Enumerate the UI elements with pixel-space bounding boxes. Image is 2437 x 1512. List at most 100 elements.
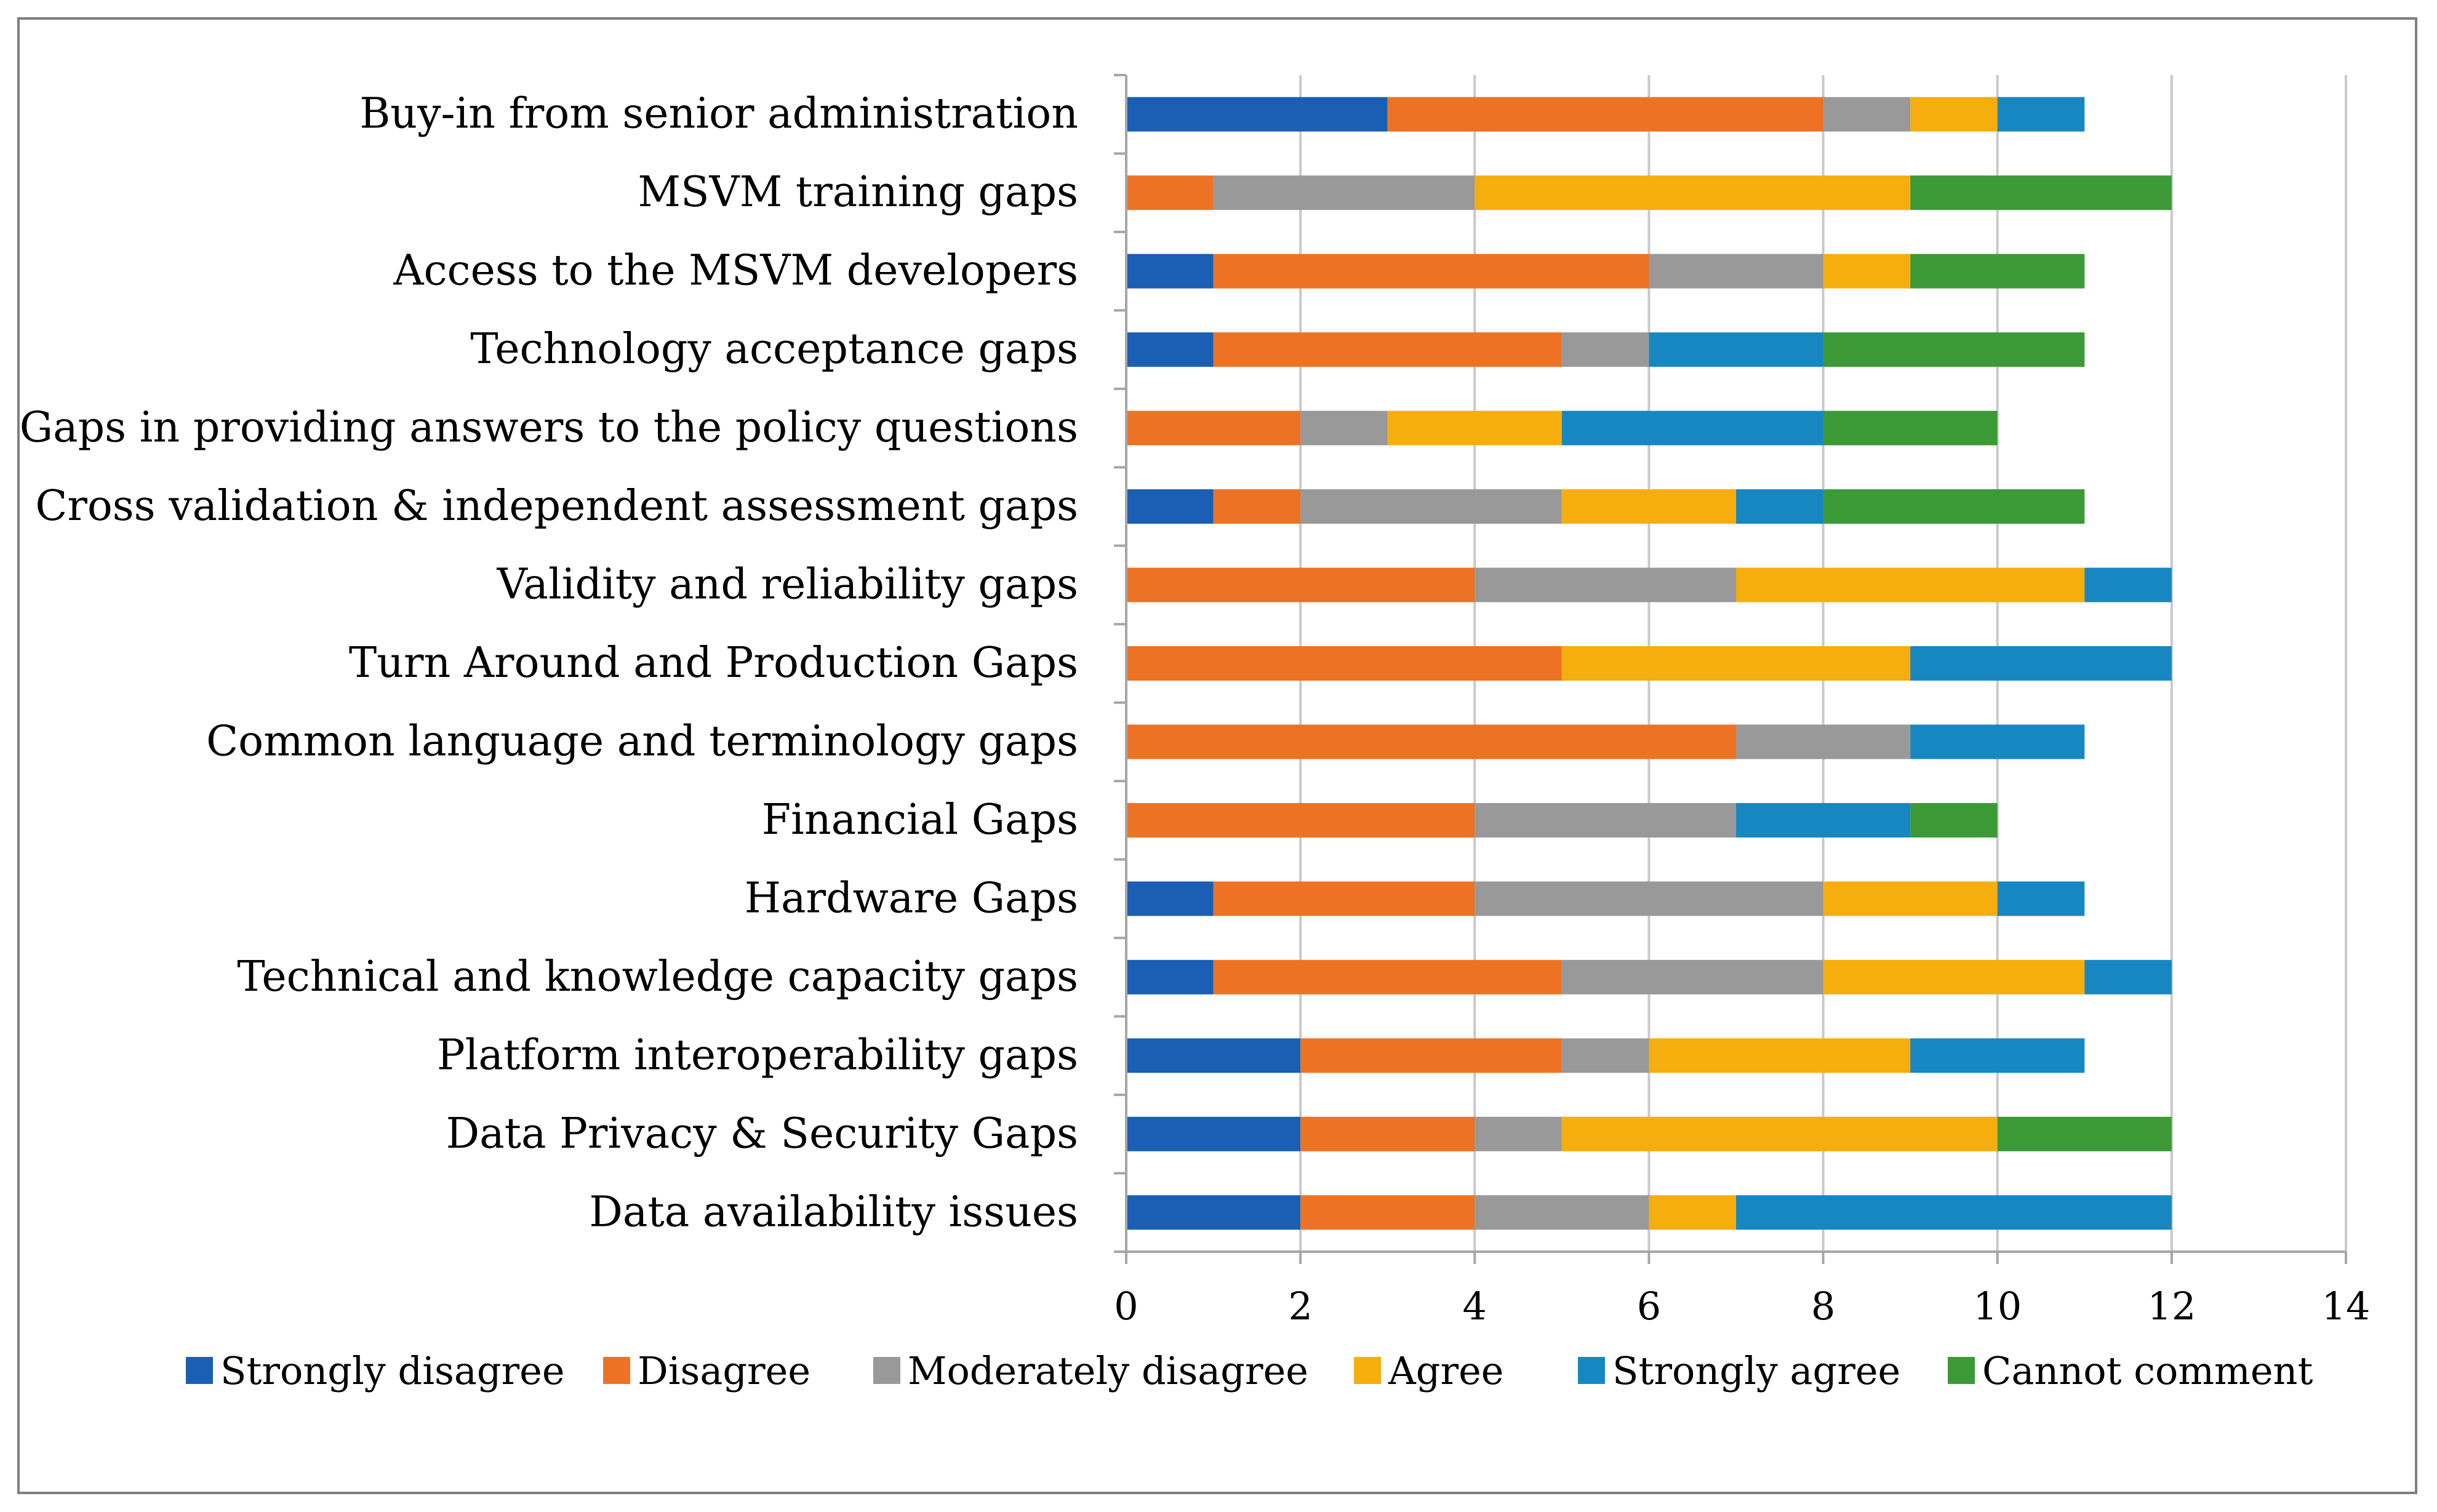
x-tick-labels: 0 2 4 6 8 10 12 14 [1114, 1284, 2370, 1329]
legend-item-disagree: Disagree [603, 1348, 810, 1393]
category-label-technology-acceptance-gaps: Technology acceptance gaps [470, 325, 1078, 374]
bar-cross-validation-and-independent-assessment-gaps-cannot-comment [1823, 489, 2085, 524]
bar-access-to-the-msvm-developers-strongly-disagree [1126, 254, 1214, 289]
bar-gaps-in-providing-answers-to-the-policy-questions-cannot-comment [1823, 410, 1998, 446]
bar-turn-around-and-production-gaps-agree [1561, 646, 1911, 681]
bar-data-privacy-and-security-gaps-disagree [1300, 1116, 1475, 1151]
category-label-cross-validation-and-independent-assessment-gaps: Cross validation & independent assessmen… [35, 482, 1078, 530]
x-tick-label-10: 10 [1973, 1284, 2022, 1329]
legend-swatch-moderately-disagree [873, 1357, 900, 1384]
bar-data-privacy-and-security-gaps-agree [1561, 1116, 1998, 1151]
bar-platform-interoperability-gaps-agree [1649, 1038, 1911, 1073]
bar-technical-and-knowledge-capacity-gaps-moderately-disagree [1561, 959, 1823, 994]
legend-item-cannot-comment: Cannot comment [1948, 1348, 2313, 1393]
bar-hardware-gaps-moderately-disagree [1475, 881, 1823, 916]
legend-swatch-cannot-comment [1948, 1357, 1975, 1384]
bar-financial-gaps-disagree [1126, 802, 1475, 838]
bar-platform-interoperability-gaps-moderately-disagree [1561, 1038, 1649, 1073]
bar-buy-in-from-senior-administration-strongly-agree [1997, 97, 2085, 132]
bar-data-availability-issues-agree [1649, 1195, 1736, 1230]
legend-label-agree: Agree [1388, 1348, 1503, 1393]
category-label-platform-interoperability-gaps: Platform interoperability gaps [437, 1031, 1078, 1079]
x-tick-label-8: 8 [1811, 1284, 1835, 1329]
category-label-msvm-training-gaps: MSVM training gaps [638, 168, 1078, 217]
x-tick-label-2: 2 [1288, 1284, 1312, 1329]
bar-turn-around-and-production-gaps-strongly-agree [1910, 646, 2172, 681]
bar-data-privacy-and-security-gaps-moderately-disagree [1475, 1116, 1562, 1151]
legend: Strongly disagree Disagree Moderately disa… [186, 1348, 2313, 1393]
bar-msvm-training-gaps-moderately-disagree [1213, 175, 1475, 210]
bar-technology-acceptance-gaps-cannot-comment [1823, 332, 2085, 367]
bar-gaps-in-providing-answers-to-the-policy-questions-agree [1387, 410, 1562, 446]
x-tick-label-6: 6 [1637, 1284, 1661, 1329]
bar-validity-and-reliability-gaps-strongly-agree [2084, 567, 2172, 602]
bar-gaps-in-providing-answers-to-the-policy-questions-moderately-disagree [1300, 410, 1388, 446]
bar-data-privacy-and-security-gaps-cannot-comment [1997, 1116, 2172, 1151]
category-label-gaps-in-providing-answers-to-the-policy-questions: Gaps in providing answers to the policy … [20, 404, 1078, 452]
bar-technical-and-knowledge-capacity-gaps-disagree [1213, 959, 1562, 994]
category-labels: Buy-in from senior administration MSVM tr… [20, 90, 1078, 1237]
bar-access-to-the-msvm-developers-agree [1823, 254, 1911, 289]
bar-technology-acceptance-gaps-strongly-agree [1649, 332, 1823, 367]
legend-swatch-agree [1354, 1357, 1381, 1384]
legend-label-disagree: Disagree [638, 1348, 810, 1393]
category-label-data-availability-issues: Data availability issues [589, 1188, 1078, 1236]
bar-hardware-gaps-strongly-disagree [1126, 881, 1214, 916]
legend-item-strongly-disagree: Strongly disagree [186, 1348, 565, 1393]
bar-technical-and-knowledge-capacity-gaps-strongly-disagree [1126, 959, 1214, 994]
bar-financial-gaps-cannot-comment [1910, 802, 1998, 838]
bar-technology-acceptance-gaps-disagree [1213, 332, 1562, 367]
bar-gaps-in-providing-answers-to-the-policy-questions-strongly-agree [1561, 410, 1823, 446]
bar-validity-and-reliability-gaps-agree [1736, 567, 2085, 602]
legend-label-cannot-comment: Cannot comment [1982, 1348, 2313, 1393]
bar-data-availability-issues-disagree [1300, 1195, 1475, 1230]
bar-technical-and-knowledge-capacity-gaps-strongly-agree [2084, 959, 2172, 994]
bar-technology-acceptance-gaps-moderately-disagree [1561, 332, 1649, 367]
bar-common-language-and-terminology-gaps-moderately-disagree [1736, 724, 1911, 759]
legend-item-agree: Agree [1354, 1348, 1503, 1393]
bar-hardware-gaps-agree [1823, 881, 1998, 916]
bar-hardware-gaps-strongly-agree [1997, 881, 2085, 916]
axes [1114, 74, 2347, 1264]
stacked-bar-chart: Buy-in from senior administration MSVM tr… [20, 74, 2370, 1393]
category-label-buy-in-from-senior-administration: Buy-in from senior administration [359, 90, 1078, 138]
legend-swatch-strongly-agree [1578, 1357, 1605, 1384]
bar-financial-gaps-moderately-disagree [1475, 802, 1736, 838]
bar-cross-validation-and-independent-assessment-gaps-moderately-disagree [1300, 489, 1562, 524]
bar-cross-validation-and-independent-assessment-gaps-disagree [1213, 489, 1301, 524]
bar-cross-validation-and-independent-assessment-gaps-strongly-agree [1736, 489, 1823, 524]
bar-platform-interoperability-gaps-strongly-disagree [1126, 1038, 1301, 1073]
bar-data-privacy-and-security-gaps-strongly-disagree [1126, 1116, 1301, 1151]
bar-validity-and-reliability-gaps-disagree [1126, 567, 1475, 602]
chart-frame: Buy-in from senior administration MSVM tr… [17, 17, 2417, 1494]
bar-validity-and-reliability-gaps-moderately-disagree [1475, 567, 1736, 602]
x-tick-label-14: 14 [2322, 1284, 2371, 1329]
legend-label-moderately-disagree: Moderately disagree [908, 1348, 1308, 1393]
bar-technology-acceptance-gaps-strongly-disagree [1126, 332, 1214, 367]
legend-label-strongly-agree: Strongly agree [1612, 1348, 1900, 1393]
bar-common-language-and-terminology-gaps-strongly-agree [1910, 724, 2085, 759]
bar-common-language-and-terminology-gaps-disagree [1126, 724, 1736, 759]
category-label-hardware-gaps: Hardware Gaps [745, 874, 1078, 922]
bar-access-to-the-msvm-developers-disagree [1213, 254, 1649, 289]
bar-financial-gaps-strongly-agree [1736, 802, 1911, 838]
category-label-financial-gaps: Financial Gaps [762, 796, 1078, 844]
x-tick-label-0: 0 [1114, 1284, 1138, 1329]
bar-buy-in-from-senior-administration-moderately-disagree [1823, 97, 1911, 132]
bar-buy-in-from-senior-administration-strongly-disagree [1126, 97, 1388, 132]
bar-msvm-training-gaps-disagree [1126, 175, 1214, 210]
category-label-data-privacy-and-security-gaps: Data Privacy & Security Gaps [446, 1110, 1078, 1158]
legend-item-strongly-agree: Strongly agree [1578, 1348, 1900, 1393]
category-label-turn-around-and-production-gaps: Turn Around and Production Gaps [349, 639, 1078, 687]
bar-msvm-training-gaps-cannot-comment [1910, 175, 2172, 210]
x-tick-label-12: 12 [2147, 1284, 2196, 1329]
bar-technical-and-knowledge-capacity-gaps-agree [1823, 959, 2085, 994]
bar-cross-validation-and-independent-assessment-gaps-strongly-disagree [1126, 489, 1214, 524]
legend-swatch-strongly-disagree [186, 1357, 213, 1384]
category-label-validity-and-reliability-gaps: Validity and reliability gaps [497, 561, 1078, 609]
bar-buy-in-from-senior-administration-agree [1910, 97, 1998, 132]
bar-platform-interoperability-gaps-disagree [1300, 1038, 1562, 1073]
bar-data-availability-issues-strongly-agree [1736, 1195, 2172, 1230]
bar-platform-interoperability-gaps-strongly-agree [1910, 1038, 2085, 1073]
category-label-common-language-and-terminology-gaps: Common language and terminology gaps [206, 717, 1078, 766]
